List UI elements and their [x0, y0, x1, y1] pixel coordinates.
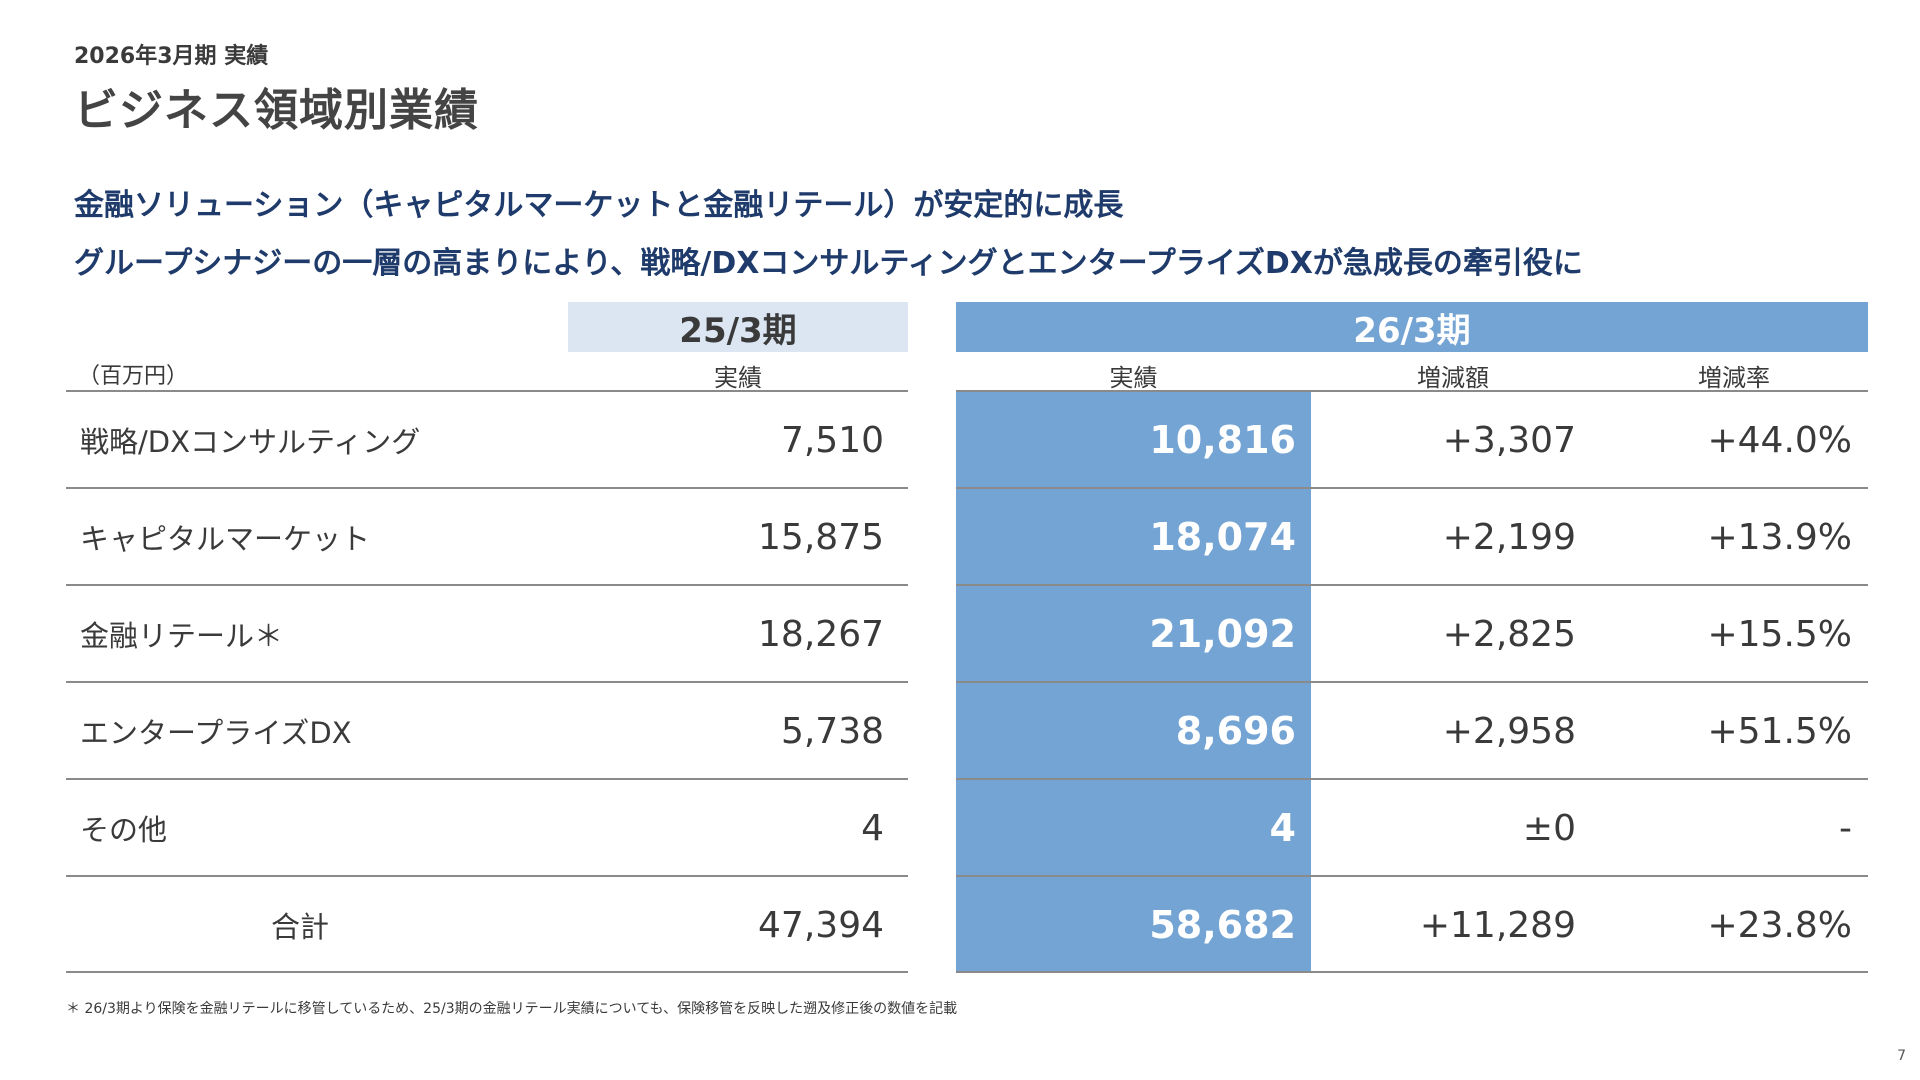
table-rule — [66, 875, 908, 877]
table-rule — [66, 487, 908, 489]
headline-1: 金融ソリューション（キャピタルマーケットと金融リテール）が安定的に成長 — [74, 188, 1124, 223]
row-value-prev: 4 — [861, 807, 884, 849]
row-value-cur: 4 — [1269, 806, 1296, 850]
row-value-cur: 10,816 — [1149, 418, 1296, 462]
row-value-cur: 21,092 — [1149, 612, 1296, 656]
row-value-diff: +3,307 — [1442, 419, 1576, 461]
table-rule — [956, 390, 1868, 392]
col-header-prev-actual: 実績 — [714, 364, 762, 392]
table-rule — [956, 584, 1868, 586]
page-number: 7 — [1897, 1048, 1906, 1064]
row-value-rate: +13.9% — [1707, 516, 1852, 558]
table-rule — [66, 681, 908, 683]
row-value-rate: - — [1839, 807, 1852, 849]
footnote: ＊ 26/3期より保険を金融リテールに移管しているため、25/3期の金融リテール… — [66, 1001, 958, 1017]
page-subtitle: 2026年3月期 実績 — [74, 44, 269, 69]
row-value-diff: +2,199 — [1442, 516, 1576, 558]
row-value-prev: 15,875 — [758, 516, 884, 558]
row-label-other: その他 — [80, 813, 168, 847]
row-value-cur: 18,074 — [1149, 515, 1296, 559]
row-value-prev: 47,394 — [758, 904, 884, 946]
row-label-financial-retail: 金融リテール＊ — [80, 619, 284, 653]
row-value-diff: +11,289 — [1419, 904, 1576, 946]
row-value-prev: 5,738 — [780, 710, 884, 752]
col-header-rate: 増減率 — [1698, 364, 1770, 392]
table-rule — [956, 487, 1868, 489]
row-label-capital-market: キャピタルマーケット — [80, 522, 371, 556]
table-rule — [956, 681, 1868, 683]
unit-label: （百万円） — [78, 364, 189, 389]
row-value-diff: +2,825 — [1442, 613, 1576, 655]
row-value-rate: +51.5% — [1707, 710, 1852, 752]
col-header-cur-actual: 実績 — [1109, 364, 1158, 392]
col-header-diff: 増減額 — [1417, 364, 1489, 392]
table-rule — [66, 584, 908, 586]
row-label-strategy-dx: 戦略/DXコンサルティング — [80, 425, 421, 459]
table-rule — [66, 971, 908, 973]
row-value-rate: +23.8% — [1707, 904, 1852, 946]
row-label-enterprise-dx: エンタープライズDX — [80, 716, 352, 750]
row-value-rate: +44.0% — [1707, 419, 1852, 461]
table-rule — [956, 778, 1868, 780]
row-label-total: 合計 — [270, 910, 329, 944]
row-value-cur: 8,696 — [1175, 709, 1296, 753]
table-rule — [956, 875, 1868, 877]
table-rule — [66, 390, 908, 392]
row-value-prev: 7,510 — [780, 419, 884, 461]
period-band-cur: 26/3期 — [956, 302, 1868, 352]
row-value-diff: +2,958 — [1442, 710, 1576, 752]
row-value-diff: ±0 — [1522, 807, 1576, 849]
row-value-rate: +15.5% — [1707, 613, 1852, 655]
page-title: ビジネス領域別業績 — [74, 85, 479, 136]
table-rule — [956, 971, 1868, 973]
table-rule — [66, 778, 908, 780]
row-value-cur: 58,682 — [1149, 903, 1296, 947]
row-value-prev: 18,267 — [758, 613, 884, 655]
headline-2: グループシナジーの一層の高まりにより、戦略/DXコンサルティングとエンタープライ… — [74, 246, 1583, 281]
period-band-prev: 25/3期 — [568, 302, 908, 352]
